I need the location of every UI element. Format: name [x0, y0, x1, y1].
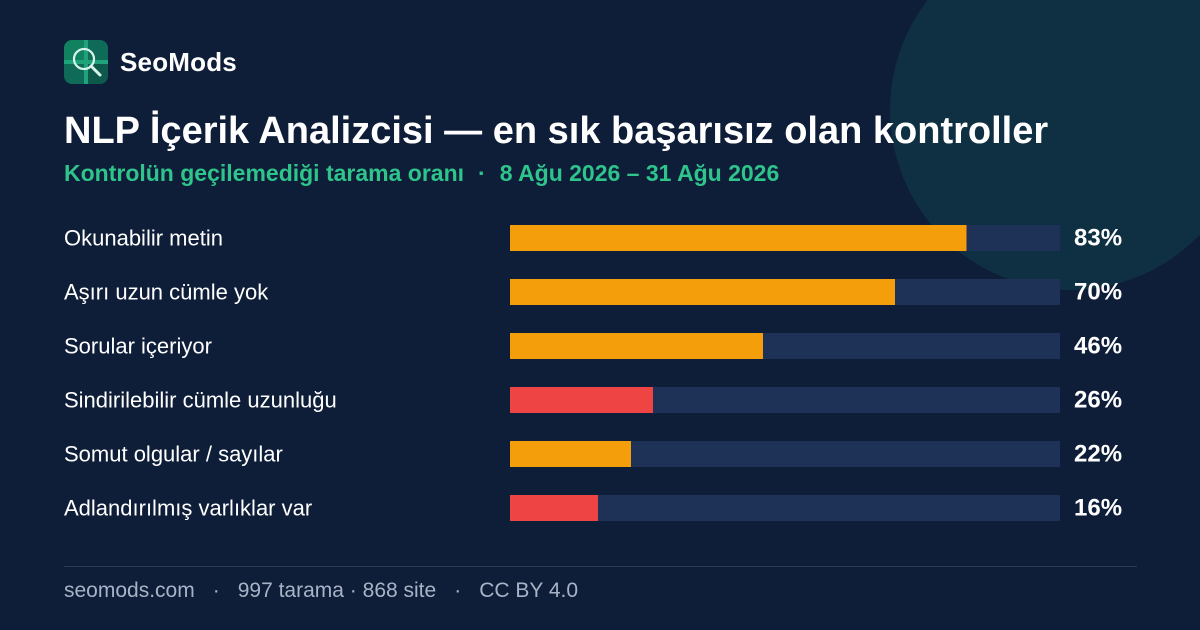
category-label: Aşırı uzun cümle yok: [64, 280, 269, 305]
bar-row: Somut olgular / sayılar 22%: [64, 441, 1122, 468]
bar-row: Sorular içeriyor 46%: [64, 333, 1122, 360]
bar: [510, 441, 631, 467]
bar-row: Okunabilir metin 83%: [64, 225, 1122, 252]
brand: SeoMods: [64, 40, 237, 84]
value-label: 22%: [1074, 441, 1122, 468]
footer-separator: ·: [212, 579, 220, 602]
bar-row: Adlandırılmış varlıklar var 16%: [64, 495, 1122, 522]
bar-row: Sindirilebilir cümle uzunluğu 26%: [64, 387, 1122, 414]
footer-sites: 868 site: [362, 579, 437, 602]
footer: seomods.com · 997 tarama · 868 site · CC BY …: [64, 579, 578, 603]
magnifier-icon: [64, 40, 108, 84]
footer-scans: 997 tarama: [237, 579, 344, 602]
bar-track: [510, 495, 1060, 521]
bar: [510, 495, 598, 521]
category-label: Somut olgular / sayılar: [64, 442, 283, 467]
footer-license: CC BY 4.0: [479, 579, 579, 602]
page-title: NLP İçerik Analizcisi — en sık başarısız…: [64, 110, 1049, 152]
bar: [510, 225, 967, 251]
subtitle-metric: Kontrolün geçilemediği tarama oranı: [64, 160, 465, 186]
subtitle-date-range: 8 Ağu 2026 – 31 Ağu 2026: [499, 160, 780, 186]
bar: [510, 279, 895, 305]
brand-name: SeoMods: [120, 46, 237, 77]
bar-row: Aşırı uzun cümle yok 70%: [64, 279, 1122, 306]
value-label: 83%: [1074, 225, 1122, 252]
footer-separator-inline: ·: [349, 579, 357, 602]
subtitle-separator: ·: [478, 160, 486, 186]
category-label: Sindirilebilir cümle uzunluğu: [64, 388, 337, 413]
bar: [510, 387, 653, 413]
value-label: 70%: [1074, 279, 1122, 306]
category-label: Sorular içeriyor: [64, 334, 212, 359]
category-label: Okunabilir metin: [64, 226, 223, 251]
footer-site: seomods.com: [64, 579, 195, 602]
footer-separator: ·: [454, 579, 462, 602]
value-label: 46%: [1074, 333, 1122, 360]
value-label: 16%: [1074, 495, 1122, 522]
footer-divider: [64, 566, 1137, 567]
value-label: 26%: [1074, 387, 1122, 414]
subtitle: Kontrolün geçilemediği tarama oranı · 8 Ağ…: [64, 160, 779, 187]
bar: [510, 333, 763, 359]
category-label: Adlandırılmış varlıklar var: [64, 496, 312, 521]
